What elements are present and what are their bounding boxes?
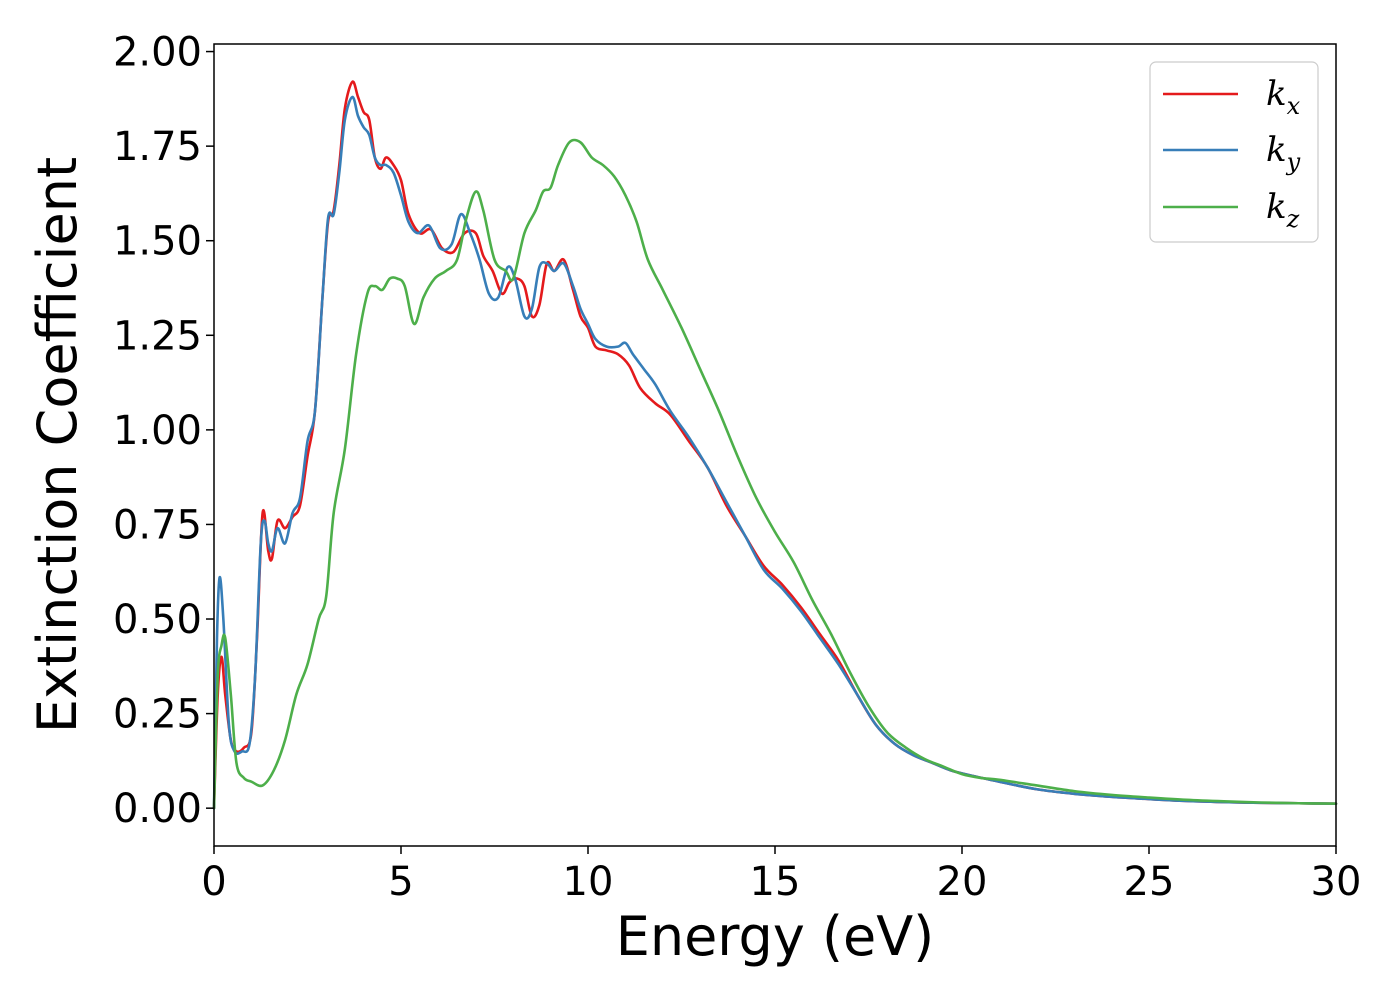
series-layer: [212, 80, 1338, 810]
legend-label-x: kx: [1266, 74, 1301, 120]
x-tick-label: 30: [1311, 859, 1362, 905]
y-tick-label: 0.75: [113, 502, 202, 548]
y-tick-label: 1.25: [113, 313, 202, 359]
y-tick-label: 1.75: [113, 124, 202, 170]
x-tick-label: 10: [563, 859, 614, 905]
y-tick-label: 0.00: [113, 786, 202, 832]
legend-box: [1149, 61, 1319, 243]
legend-label-y: ky: [1266, 130, 1301, 176]
x-axis: 0 5 10 15 20 25 30: [201, 846, 1361, 905]
series-line-y: [212, 95, 1338, 810]
x-tick-label: 15: [750, 859, 801, 905]
y-tick-label: 0.25: [113, 692, 202, 738]
x-tick-label: 25: [1124, 859, 1175, 905]
y-axis: 0.00 0.25 0.50 0.75 1.00 1.25 1.50 1.75 2.00: [113, 30, 214, 832]
legend: kx ky kz: [1149, 61, 1319, 243]
y-tick-label: 1.00: [113, 408, 202, 454]
y-tick-label: 2.00: [113, 30, 202, 76]
y-tick-label: 1.50: [113, 219, 202, 265]
x-tick-label: 5: [388, 859, 413, 905]
y-axis-title: Extinction Coefficient: [26, 157, 89, 733]
series-line-z: [212, 138, 1338, 810]
legend-label-z: kz: [1266, 187, 1300, 233]
y-tick-label: 0.50: [113, 597, 202, 643]
x-tick-label: 0: [201, 859, 226, 905]
x-axis-title: Energy (eV): [616, 905, 935, 968]
x-tick-label: 20: [937, 859, 988, 905]
